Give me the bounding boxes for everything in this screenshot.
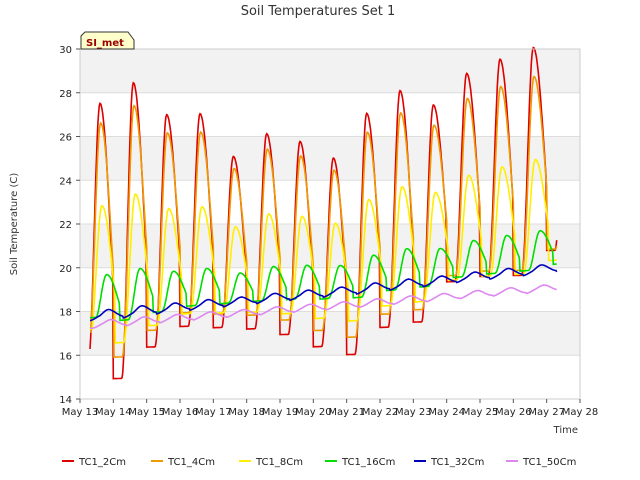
legend-label: TC1_32Cm xyxy=(430,457,484,468)
x-tick-label: May 18 xyxy=(228,407,265,418)
x-tick-label: May 23 xyxy=(395,407,432,418)
station-badge: SI_met xyxy=(80,31,135,50)
chart-title: Soil Temperatures Set 1 xyxy=(241,4,396,19)
series-lines xyxy=(89,46,558,380)
x-tick-label: May 15 xyxy=(128,407,165,418)
y-tick-label: 24 xyxy=(59,176,72,187)
x-tick-label: May 22 xyxy=(362,407,399,418)
x-tick-label: May 26 xyxy=(495,407,532,418)
series-line-tc1-16cm xyxy=(89,230,557,322)
x-tick-label: May 16 xyxy=(162,407,199,418)
badge-shape xyxy=(80,31,135,50)
legend-item: TC1_2Cm xyxy=(62,457,126,468)
badge-label: SI_met xyxy=(86,38,124,49)
x-tick-label: May 24 xyxy=(428,407,465,418)
plot-band xyxy=(80,355,580,399)
y-tick-label: 28 xyxy=(59,89,72,100)
x-tick-label: May 27 xyxy=(528,407,565,418)
legend-item: TC1_50Cm xyxy=(506,457,576,468)
x-tick-label: May 28 xyxy=(562,407,599,418)
x-tick-label: May 14 xyxy=(95,407,132,418)
y-tick-label: 20 xyxy=(59,264,72,275)
x-tick-label: May 13 xyxy=(62,407,99,418)
y-tick-label: 22 xyxy=(59,220,72,231)
legend-label: TC1_4Cm xyxy=(167,457,215,468)
legend: TC1_2Cm TC1_4Cm TC1_8Cm TC1_16Cm TC1_32Cm TC1… xyxy=(62,457,576,468)
legend-item: TC1_32Cm xyxy=(414,457,484,468)
y-tick-label: 18 xyxy=(59,308,72,319)
x-tick-label: May 21 xyxy=(328,407,365,418)
y-axis-title: Soil Temperature (C) xyxy=(9,173,20,276)
series-line-tc1-4cm xyxy=(89,75,558,358)
y-tick-label: 16 xyxy=(59,351,72,362)
x-tick-label: May 20 xyxy=(295,407,332,418)
plot-band xyxy=(80,311,580,356)
legend-item: TC1_4Cm xyxy=(151,457,215,468)
y-tick-label: 30 xyxy=(59,45,72,56)
legend-label: TC1_2Cm xyxy=(78,457,126,468)
series-line-tc1-8cm xyxy=(89,158,557,344)
x-tick-label: May 25 xyxy=(462,407,499,418)
legend-item: TC1_8Cm xyxy=(239,457,303,468)
legend-label: TC1_16Cm xyxy=(341,457,395,468)
x-tick-label: May 17 xyxy=(195,407,232,418)
legend-item: TC1_16Cm xyxy=(325,457,395,468)
x-axis-title: Time xyxy=(553,425,578,436)
x-tick-label: May 19 xyxy=(262,407,299,418)
legend-label: TC1_8Cm xyxy=(255,457,303,468)
y-axis: 14 16 18 20 22 24 26 28 30 xyxy=(59,45,80,406)
legend-label: TC1_50Cm xyxy=(522,457,576,468)
series-line-tc1-50cm xyxy=(90,284,557,330)
series-line-tc1-32cm xyxy=(89,264,558,322)
y-tick-label: 26 xyxy=(59,133,72,144)
y-tick-label: 14 xyxy=(59,395,72,406)
